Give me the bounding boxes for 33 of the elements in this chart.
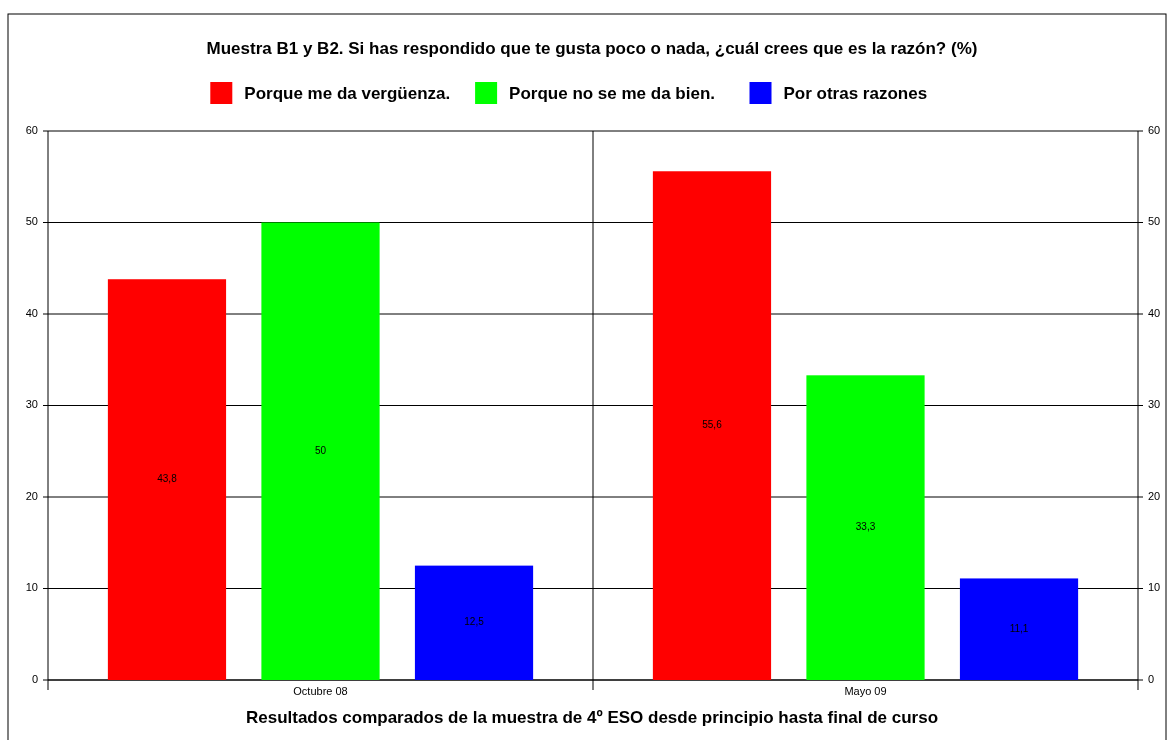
bar <box>652 171 772 680</box>
y2-tick-label: 50 <box>1148 215 1161 228</box>
bar <box>806 375 925 680</box>
y2-tick-label: 10 <box>1148 581 1161 594</box>
data-label: 33,3 <box>855 521 876 533</box>
y2-tick-label: 60 <box>1148 123 1161 136</box>
y-tick-label: 40 <box>25 306 38 319</box>
legend-label: Porque me da vergüenza. <box>244 84 451 103</box>
y-tick-label: 30 <box>25 398 38 411</box>
y-tick-label: 10 <box>25 581 38 594</box>
y-tick-label: 0 <box>31 672 38 685</box>
x-tick-label: Mayo 09 <box>844 685 887 697</box>
data-label: 11,1 <box>1009 622 1029 634</box>
data-label: 50 <box>314 444 327 456</box>
y-tick-label: 60 <box>25 123 38 136</box>
y2-tick-label: 30 <box>1148 398 1161 411</box>
bar <box>959 578 1079 680</box>
legend-label: Porque no se me da bien. <box>509 84 716 103</box>
bar <box>414 565 534 680</box>
y2-tick-label: 40 <box>1148 306 1161 319</box>
data-label: 12,5 <box>464 616 485 628</box>
x-axis-title: Resultados comparados de la muestra de 4º ESO desde principio hasta final de curso <box>245 708 939 727</box>
data-label: 55,6 <box>702 419 723 431</box>
legend-label: Por otras razones <box>783 84 928 103</box>
x-tick-label: Octubre 08 <box>293 685 348 697</box>
y-tick-label: 20 <box>25 489 38 502</box>
y2-tick-label: 0 <box>1148 672 1155 685</box>
bar <box>261 222 380 680</box>
data-label: 43,8 <box>157 473 178 485</box>
y-tick-label: 50 <box>25 215 38 228</box>
bar <box>107 279 227 680</box>
y2-tick-label: 20 <box>1148 489 1161 502</box>
chart-title: Muestra B1 y B2. Si has respondido que te gusta poco o nada, ¿cuál crees que es la razón? (%) <box>206 39 978 58</box>
